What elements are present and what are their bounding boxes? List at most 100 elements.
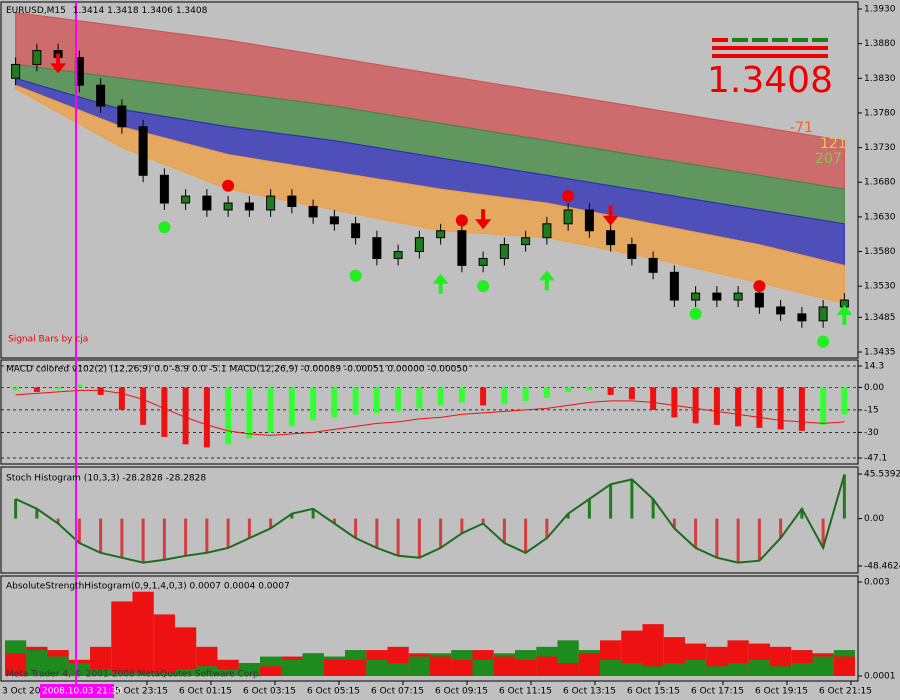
y-tick-label: 14.3 [864, 362, 884, 372]
candle-body [776, 306, 786, 315]
red-dot [222, 179, 235, 192]
macd-bar [458, 387, 465, 403]
y-tick-label: 0.00 [864, 383, 884, 393]
info-value: -71 [790, 120, 813, 136]
time-label: 6 Oct 01:15 [179, 687, 232, 697]
macd-bar [395, 387, 402, 412]
candle-body [138, 126, 148, 176]
bears-bar [5, 653, 27, 676]
candle-body [627, 244, 637, 259]
candle-body [202, 195, 212, 211]
time-axis: 3 Oct 2008 5 Oct 23:15 6 Oct 01:15 6 Oct 03… [2, 681, 872, 698]
bulls-bar [153, 672, 175, 676]
price-panel [0, 1, 859, 359]
stoch-bar [311, 508, 315, 519]
bulls-bar [770, 666, 792, 676]
time-label: 6 Oct 19:15 [755, 687, 808, 697]
bears-bar [345, 659, 367, 676]
strength-panel [0, 575, 859, 682]
signal-block [792, 38, 808, 42]
bulls-bar [26, 650, 48, 676]
stoch-bar [694, 518, 698, 548]
candle-body [244, 202, 254, 211]
candle-body [351, 223, 361, 239]
candle-body [117, 105, 127, 128]
bulls-bar [706, 666, 728, 676]
stoch-bar [609, 484, 613, 519]
panel-title: MACD colored v102(2) (12,26,9) 0.0 -8.9 … [6, 365, 468, 375]
signal-line [15, 389, 845, 436]
macd-bar [522, 387, 529, 401]
macd-bar [76, 384, 83, 388]
macd-bar [416, 387, 423, 409]
y-tick-label: -48.4624 [864, 562, 900, 572]
macd-bar [565, 387, 572, 392]
stoch-bar [736, 518, 740, 563]
candle-body [563, 209, 573, 225]
bulls-bar [685, 659, 707, 676]
stoch-bar [587, 498, 591, 519]
sell-arrow [475, 209, 492, 230]
macd-bar [777, 387, 784, 430]
bulls-bar [238, 663, 260, 676]
candle-body [159, 174, 169, 204]
stoch-bar [354, 518, 358, 539]
y-tick-label: 1.3630 [864, 212, 896, 222]
y-tick-label: 1.3530 [864, 282, 896, 292]
bears-bar [132, 591, 154, 676]
bears-bar [260, 666, 282, 676]
candle-body [96, 84, 106, 107]
symbol: EURUSD,M15 [6, 6, 66, 16]
candle-body [691, 292, 701, 301]
green-dot [817, 335, 830, 348]
stoch-bar [842, 474, 846, 519]
bears-bar [493, 656, 515, 676]
candle-body [329, 216, 339, 225]
sell-arrow [50, 53, 67, 74]
footer: Meta Trader 4, © 2001-2008 MetaQuotes So… [6, 670, 262, 680]
bulls-bar [68, 663, 90, 676]
bulls-bar [111, 672, 133, 676]
bulls-bar [600, 659, 622, 676]
plot-layer: 1.3930 1.3880 1.3830 1.3780 1.3730 1.3680 1.36… [1, 5, 900, 682]
macd-bar [182, 387, 189, 445]
stoch-bar [651, 498, 655, 519]
candle-body [733, 292, 743, 301]
macd-bar [692, 387, 699, 424]
bulls-bar [196, 666, 218, 676]
stoch-bar [715, 518, 719, 558]
candle-body [606, 230, 616, 246]
stoch-bar [205, 518, 209, 553]
stoch-bar [779, 518, 783, 539]
bulls-bar [47, 656, 69, 676]
candle-body [754, 292, 764, 308]
macd-bar [331, 387, 338, 418]
stoch-bar [460, 518, 464, 534]
green-dot [349, 269, 362, 282]
candle-body [32, 50, 42, 65]
stoch-bar [332, 518, 336, 524]
signal-block [752, 38, 768, 42]
bulls-bar [621, 663, 643, 676]
candle-body [542, 223, 552, 239]
sell-arrow [602, 205, 619, 226]
quote: 1.3406 [141, 6, 173, 16]
macd-bar [756, 387, 763, 428]
bears-bar [430, 656, 452, 676]
stoch-bar [396, 518, 400, 556]
stoch-bar [439, 518, 443, 548]
last-price: 1.3408 [707, 60, 833, 101]
bears-bar [451, 659, 473, 676]
stoch-bar [545, 518, 549, 539]
stoch-bar [524, 518, 528, 553]
time-label: 6 Oct 05:15 [307, 687, 360, 697]
macd-bar [841, 387, 848, 415]
macd-bar [225, 387, 232, 445]
macd-bar [628, 387, 635, 400]
info-value: 121 [820, 136, 847, 152]
signal-block [712, 54, 828, 58]
y-tick-label: -30 [864, 428, 879, 438]
y-tick-label: 1.3730 [864, 143, 896, 153]
candle-body [478, 257, 488, 266]
bulls-bar [90, 669, 112, 676]
